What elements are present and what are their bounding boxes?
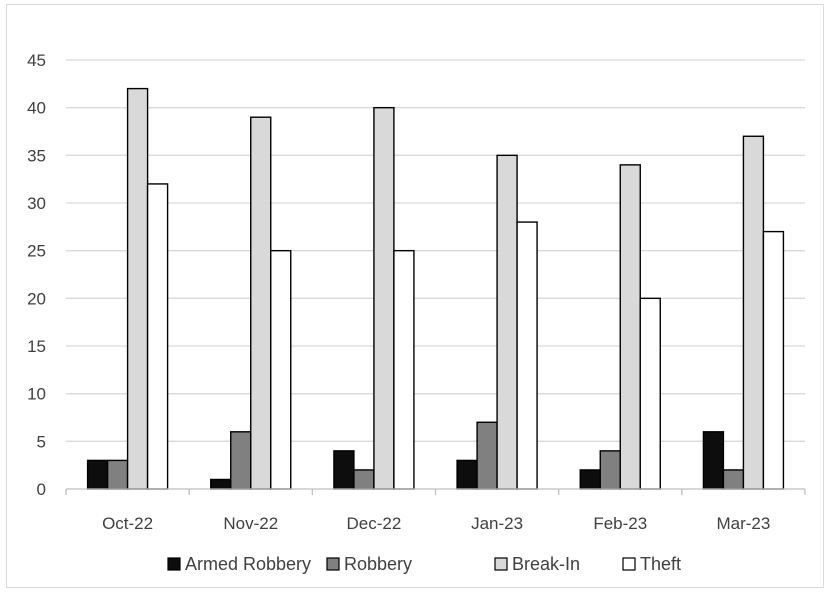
y-tick-label-0: 0 xyxy=(37,480,46,499)
y-axis-tick-labels: 0 5 10 15 20 25 30 35 40 45 xyxy=(27,51,46,499)
bar-break-in-oct-22 xyxy=(126,87,149,490)
chart-area: 0 5 10 15 20 25 30 35 40 45 Oct-22 Nov-22 Dec-22 Jan… xyxy=(6,4,824,588)
y-tick-label-35: 35 xyxy=(27,146,46,165)
bar-armed-robbery-feb-23 xyxy=(579,469,601,490)
legend-swatch-break-in xyxy=(494,557,508,571)
bar-robbery-feb-23 xyxy=(599,450,621,490)
x-tick-label-jan-23: Jan-23 xyxy=(471,514,523,533)
bar-theft-jan-23 xyxy=(516,221,538,490)
bar-theft-mar-23 xyxy=(762,230,785,490)
bar-armed-robbery-nov-22 xyxy=(210,478,232,490)
bar-armed-robbery-dec-22 xyxy=(333,450,355,490)
y-tick-label-30: 30 xyxy=(27,194,46,213)
bar-robbery-nov-22 xyxy=(230,431,252,490)
bar-theft-nov-22 xyxy=(270,249,292,490)
bar-robbery-dec-22 xyxy=(353,469,375,490)
bar-break-in-dec-22 xyxy=(373,106,395,490)
legend-swatch-theft xyxy=(622,557,636,571)
bar-robbery-jan-23 xyxy=(476,421,498,490)
legend: Armed Robbery Robbery Break-In Theft xyxy=(167,554,681,574)
y-tick-label-25: 25 xyxy=(27,242,46,261)
x-tick-label-dec-22: Dec-22 xyxy=(347,514,402,533)
y-tick-label-15: 15 xyxy=(27,337,46,356)
bar-break-in-feb-23 xyxy=(619,164,641,490)
bar-robbery-mar-23 xyxy=(722,469,745,490)
y-tick-label-45: 45 xyxy=(27,51,46,70)
bar-armed-robbery-mar-23 xyxy=(702,431,725,490)
bar-break-in-jan-23 xyxy=(496,154,518,490)
bar-chart: 0 5 10 15 20 25 30 35 40 45 Oct-22 Nov-22 Dec-22 Jan… xyxy=(27,51,806,574)
gridlines xyxy=(66,59,805,442)
x-tick-label-feb-23: Feb-23 xyxy=(593,514,647,533)
bar-theft-feb-23 xyxy=(639,297,661,490)
x-tick-label-oct-22: Oct-22 xyxy=(102,514,153,533)
bar-armed-robbery-oct-22 xyxy=(86,459,109,490)
legend-label-break-in: Break-In xyxy=(512,554,580,574)
legend-swatch-robbery xyxy=(326,557,340,571)
legend-label-robbery: Robbery xyxy=(344,554,412,574)
bar-theft-oct-22 xyxy=(146,183,169,490)
y-tick-label-20: 20 xyxy=(27,289,46,308)
legend-label-theft: Theft xyxy=(640,554,681,574)
legend-label-armed-robbery: Armed Robbery xyxy=(185,554,311,574)
x-axis xyxy=(65,488,806,495)
x-tick-label-nov-22: Nov-22 xyxy=(223,514,278,533)
bars xyxy=(86,87,785,490)
bar-robbery-oct-22 xyxy=(106,459,129,490)
y-tick-label-10: 10 xyxy=(27,385,46,404)
legend-swatch-armed-robbery xyxy=(167,557,181,571)
bar-theft-dec-22 xyxy=(393,249,415,490)
y-tick-label-40: 40 xyxy=(27,99,46,118)
x-tick-label-mar-23: Mar-23 xyxy=(716,514,770,533)
bar-break-in-nov-22 xyxy=(250,116,272,490)
x-axis-tick-labels: Oct-22 Nov-22 Dec-22 Jan-23 Feb-23 Mar-23 xyxy=(102,514,770,533)
bar-break-in-mar-23 xyxy=(742,135,765,490)
y-tick-label-5: 5 xyxy=(37,432,46,451)
bar-armed-robbery-jan-23 xyxy=(456,459,478,490)
